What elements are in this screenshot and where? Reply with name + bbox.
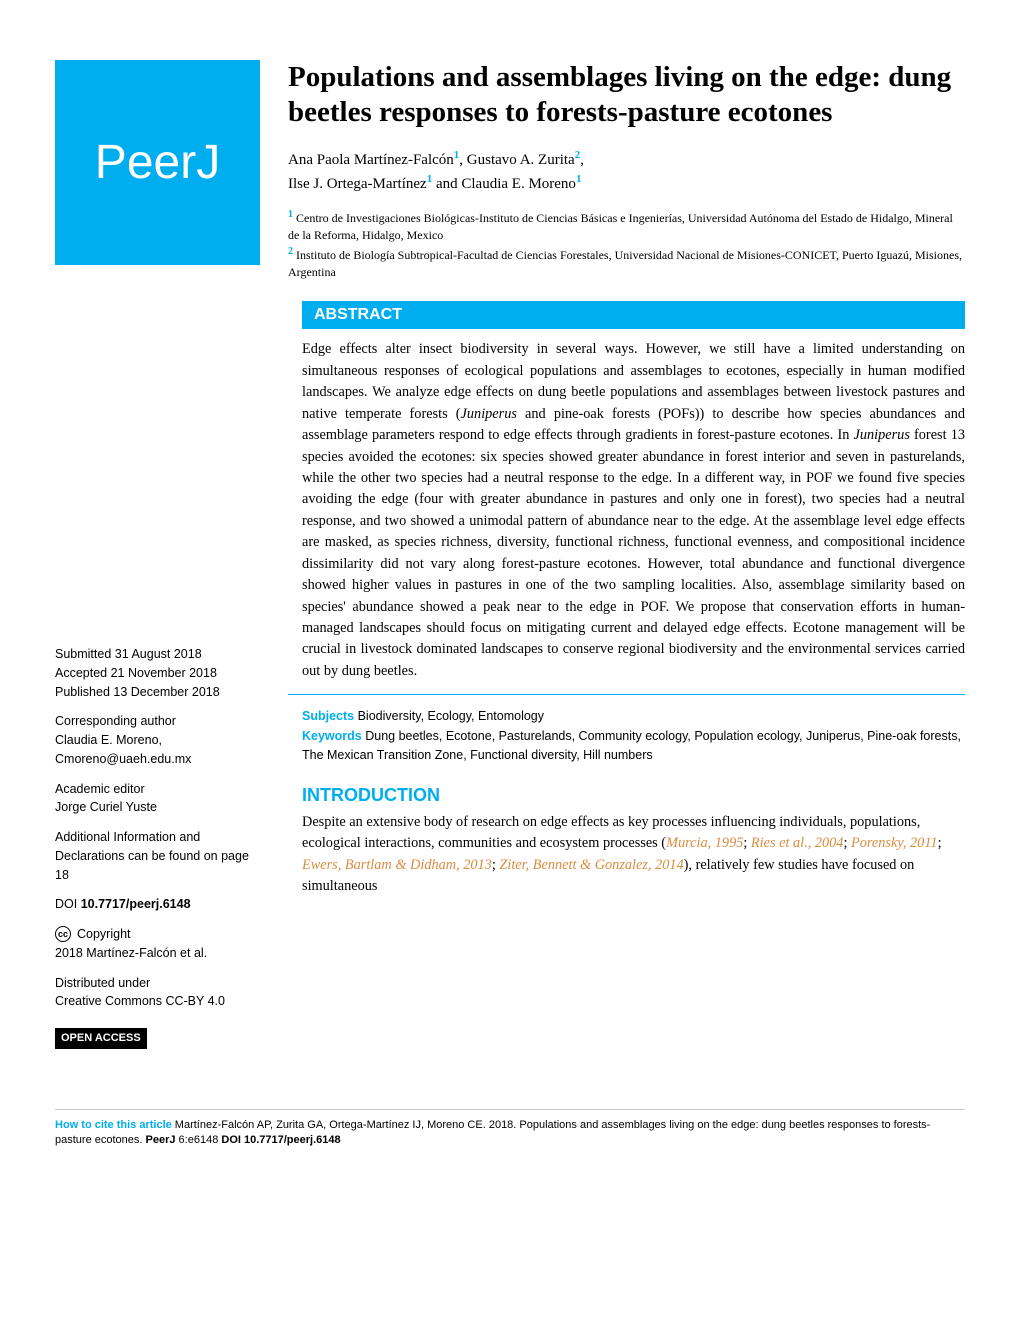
author-4-sup: 1 [576, 173, 582, 185]
introduction-text: Despite an extensive body of research on… [302, 812, 965, 898]
corresponding-author-email: Cmoreno@uaeh.edu.mx [55, 750, 260, 769]
dates-block: Submitted 31 August 2018 Accepted 21 Nov… [55, 645, 260, 701]
article-meta: Submitted 31 August 2018 Accepted 21 Nov… [55, 645, 260, 1049]
keywords-text: Dung beetles, Ecotone, Pasturelands, Com… [302, 729, 961, 762]
author-1: Ana Paola Martínez-Falcón [288, 152, 454, 168]
abstract-heading: ABSTRACT [302, 301, 965, 329]
abstract-text: Edge effects alter insect biodiversity i… [288, 329, 965, 695]
subjects-label: Subjects [302, 709, 354, 723]
copyright-label: Copyright [77, 925, 131, 944]
corresponding-author-label: Corresponding author [55, 712, 260, 731]
journal-logo: PeerJ [55, 60, 260, 265]
distributed-label: Distributed under [55, 974, 260, 993]
author-3: Ilse J. Ortega-Martínez [288, 176, 427, 192]
copyright-text: 2018 Martínez-Falcón et al. [55, 944, 260, 963]
submitted-date: 31 August 2018 [115, 647, 202, 661]
cc-icon: cc [55, 926, 71, 942]
author-2: Gustavo A. Zurita [467, 152, 575, 168]
italic-term: Juniperus [461, 406, 517, 422]
open-access-badge: OPEN ACCESS [55, 1028, 147, 1049]
affil-1-text: Centro de Investigaciones Biológicas-Ins… [288, 211, 953, 242]
main-content: Populations and assemblages living on th… [288, 60, 965, 1049]
additional-info: Additional Information and Declarations … [55, 828, 260, 884]
sidebar: PeerJ Submitted 31 August 2018 Accepted … [55, 60, 260, 1049]
accepted-label: Accepted [55, 666, 111, 680]
academic-editor-name: Jorge Curiel Yuste [55, 798, 260, 817]
reference-link[interactable]: Murcia, 1995 [666, 835, 743, 851]
page-container: PeerJ Submitted 31 August 2018 Accepted … [55, 60, 965, 1049]
doi-value[interactable]: 10.7717/peerj.6148 [81, 897, 191, 911]
published-date: 13 December 2018 [113, 685, 219, 699]
license-block: Distributed under Creative Commons CC-BY… [55, 974, 260, 1012]
keywords-label: Keywords [302, 729, 362, 743]
citation-journal: PeerJ [146, 1134, 176, 1146]
submitted-label: Submitted [55, 647, 115, 661]
affiliations-list: 1 Centro de Investigaciones Biológicas-I… [288, 208, 965, 282]
reference-link[interactable]: Porensky, 2011 [851, 835, 938, 851]
citation-doi: DOI 10.7717/peerj.6148 [221, 1134, 340, 1146]
academic-editor-label: Academic editor [55, 780, 260, 799]
introduction-heading: INTRODUCTION [302, 785, 965, 806]
reference-link[interactable]: Ziter, Bennett & Gonzalez, 2014 [499, 857, 683, 873]
subjects-row: Subjects Biodiversity, Ecology, Entomolo… [302, 709, 965, 723]
keywords-row: Keywords Dung beetles, Ecotone, Pasturel… [302, 727, 965, 765]
academic-editor-block: Academic editor Jorge Curiel Yuste [55, 780, 260, 818]
citation-footer: How to cite this article Martínez-Falcón… [55, 1109, 965, 1149]
corresponding-author-name: Claudia E. Moreno, [55, 731, 260, 750]
logo-text: PeerJ [95, 135, 220, 190]
subjects-text: Biodiversity, Ecology, Entomology [354, 709, 544, 723]
copyright-block: cc Copyright 2018 Martínez-Falcón et al. [55, 925, 260, 963]
article-title: Populations and assemblages living on th… [288, 60, 965, 131]
reference-link[interactable]: Ewers, Bartlam & Didham, 2013 [302, 857, 492, 873]
citation-prefix: How to cite this article [55, 1119, 172, 1131]
authors-list: Ana Paola Martínez-Falcón1, Gustavo A. Z… [288, 147, 965, 196]
doi-block: DOI 10.7717/peerj.6148 [55, 895, 260, 914]
reference-link[interactable]: Ries et al., 2004 [751, 835, 844, 851]
published-label: Published [55, 685, 113, 699]
doi-label: DOI [55, 897, 81, 911]
citation-vol: 6:e6148 [176, 1134, 222, 1146]
corresponding-author-block: Corresponding author Claudia E. Moreno, … [55, 712, 260, 768]
italic-term: Juniperus [854, 427, 910, 443]
affil-2-text: Instituto de Biología Subtropical-Facult… [288, 248, 962, 279]
license-text[interactable]: Creative Commons CC-BY 4.0 [55, 992, 260, 1011]
accepted-date: 21 November 2018 [111, 666, 217, 680]
author-4: Claudia E. Moreno [461, 176, 576, 192]
